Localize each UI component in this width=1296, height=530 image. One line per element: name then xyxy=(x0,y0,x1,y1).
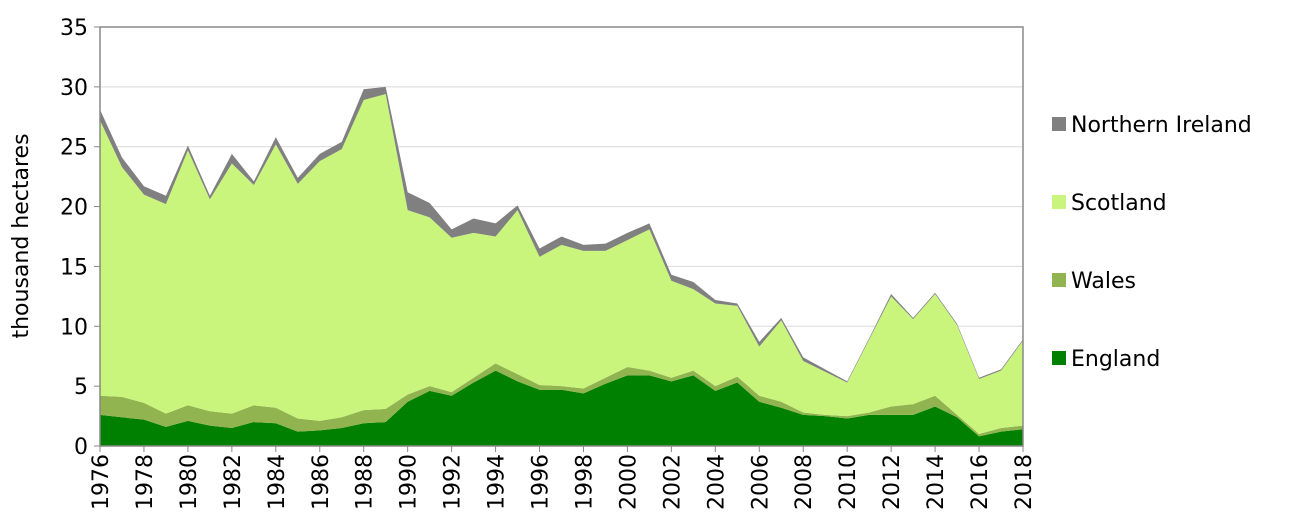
x-tick-label: 2016 xyxy=(968,454,993,510)
x-tick-label: 1978 xyxy=(133,454,158,510)
legend-label: Wales xyxy=(1071,269,1136,294)
x-tick-label: 1990 xyxy=(397,454,422,510)
x-tick-label: 2012 xyxy=(880,454,905,510)
x-tick-label: 1998 xyxy=(572,454,597,510)
x-tick-label: 1986 xyxy=(309,454,334,510)
legend-swatch xyxy=(1052,195,1066,209)
x-tick-label: 1992 xyxy=(441,454,466,510)
legend-swatch xyxy=(1052,351,1066,365)
x-tick-label: 1988 xyxy=(353,454,378,510)
y-tick-label: 15 xyxy=(60,255,88,280)
x-tick-label: 2000 xyxy=(616,454,641,510)
x-tick-label: 2014 xyxy=(924,454,949,510)
area xyxy=(100,370,1023,446)
legend-swatch xyxy=(1052,273,1066,287)
x-tick-label: 1976 xyxy=(89,454,114,510)
y-tick-label: 30 xyxy=(60,76,88,101)
x-tick-label: 2004 xyxy=(704,454,729,510)
legend-label: England xyxy=(1071,347,1160,372)
x-tick-label: 1994 xyxy=(485,454,510,510)
y-axis-label: thousand hectares xyxy=(9,133,34,338)
y-tick-label: 5 xyxy=(74,375,88,400)
x-tick-label: 1984 xyxy=(265,454,290,510)
x-tick-label: 2006 xyxy=(748,454,773,510)
y-tick-label: 20 xyxy=(60,196,88,221)
y-tick-label: 10 xyxy=(60,315,88,340)
y-tick-label: 0 xyxy=(74,435,88,460)
x-tick-label: 1996 xyxy=(529,454,554,510)
x-tick-label: 2010 xyxy=(836,454,861,510)
x-tick-label: 2008 xyxy=(792,454,817,510)
x-tick-label: 1982 xyxy=(221,454,246,510)
plot-border xyxy=(99,26,1024,447)
y-tick-label: 35 xyxy=(60,16,88,41)
legend-swatch xyxy=(1052,117,1066,131)
x-tick-label: 2018 xyxy=(1012,454,1037,510)
y-tick-label: 25 xyxy=(60,136,88,161)
x-tick-label: 2002 xyxy=(660,454,685,510)
legend-label: Scotland xyxy=(1071,191,1167,216)
x-tick-label: 1980 xyxy=(177,454,202,510)
area xyxy=(100,94,1023,435)
legend-label: Northern Ireland xyxy=(1071,113,1252,138)
